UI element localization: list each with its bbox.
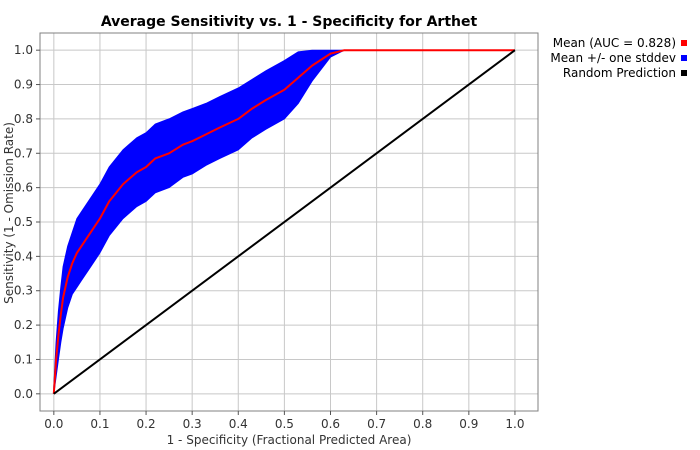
x-tick-label: 0.9 xyxy=(459,417,478,431)
y-tick-label: 0.4 xyxy=(14,249,33,263)
y-tick-label: 0.1 xyxy=(14,352,33,366)
x-tick-label: 0.7 xyxy=(367,417,386,431)
x-tick-label: 0.6 xyxy=(321,417,340,431)
legend-label: Random Prediction xyxy=(563,66,676,80)
legend-swatch xyxy=(681,70,687,76)
x-tick-label: 0.4 xyxy=(229,417,248,431)
grid xyxy=(40,33,538,411)
series-lines-layer xyxy=(52,49,516,395)
y-tick-label: 0.6 xyxy=(14,181,33,195)
mean-roc-line xyxy=(52,49,515,394)
x-tick-label: 0.5 xyxy=(275,417,294,431)
legend-label: Mean (AUC = 0.828) xyxy=(553,36,676,50)
legend-label: Mean +/- one stddev xyxy=(550,51,676,65)
legend-swatch xyxy=(681,40,687,46)
legend: Mean (AUC = 0.828)Mean +/- one stddevRan… xyxy=(550,36,687,80)
y-tick-label: 1.0 xyxy=(14,43,33,57)
x-tick-label: 0.1 xyxy=(90,417,109,431)
x-tick-label: 0.3 xyxy=(183,417,202,431)
legend-swatch xyxy=(681,55,687,61)
chart-title: Average Sensitivity vs. 1 - Specificity … xyxy=(101,14,478,30)
random-prediction-line xyxy=(53,49,516,395)
x-tick-label: 0.2 xyxy=(137,417,156,431)
y-tick-label: 0.0 xyxy=(14,387,33,401)
y-tick-label: 0.5 xyxy=(14,215,33,229)
y-axis-title: Sensitivity (1 - Omission Rate) xyxy=(2,122,16,304)
x-tick-label: 0.8 xyxy=(413,417,432,431)
x-axis-title: 1 - Specificity (Fractional Predicted Ar… xyxy=(167,433,412,447)
y-tick-label: 0.3 xyxy=(14,284,33,298)
x-tick-label: 1.0 xyxy=(505,417,524,431)
y-tick-label: 0.7 xyxy=(14,146,33,160)
y-tick-label: 0.2 xyxy=(14,318,33,332)
x-tick-label: 0.0 xyxy=(44,417,63,431)
tick-labels: 0.0 0.1 0.2 0.3 0.4 0.5 0.6 0.7 0.8 0.9 1.0 0.0 0.1 0… xyxy=(14,43,525,431)
y-tick-label: 0.9 xyxy=(14,78,33,92)
y-tick-label: 0.8 xyxy=(14,112,33,126)
